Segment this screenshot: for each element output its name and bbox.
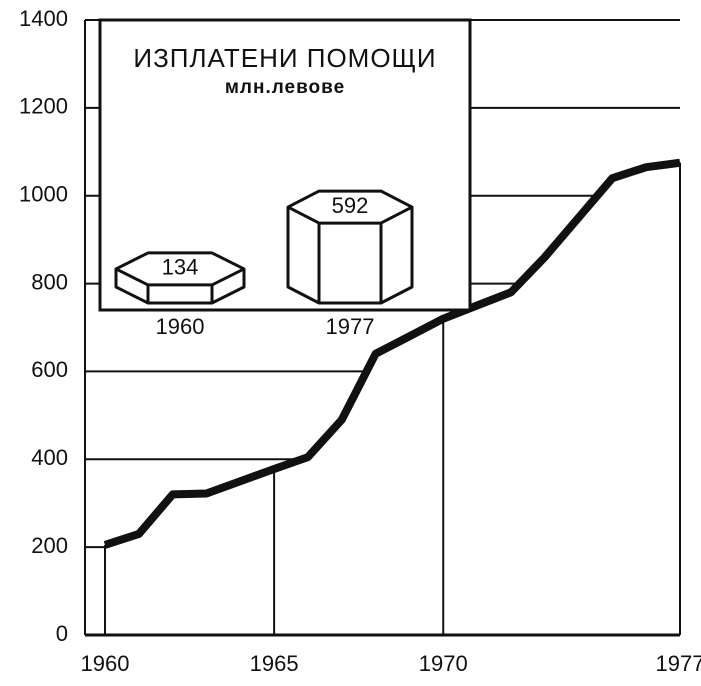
y-tick-label: 1000 — [19, 182, 68, 207]
category-label: 1960 — [156, 314, 205, 339]
x-tick-label: 1960 — [81, 651, 130, 676]
x-tick-label: 1977 — [656, 651, 701, 676]
y-tick-label: 0 — [56, 621, 68, 646]
y-tick-label: 1400 — [19, 6, 68, 31]
inset-title: ИЗПЛАТЕНИ ПОМОЩИ — [133, 43, 436, 73]
main-chart: 0 200 400 600 800 1000 1200 1400 1960 1965 1970 197… — [19, 6, 701, 676]
inset-chart: ИЗПЛАТЕНИ ПОМОЩИ млн.левове 134 1960 592 19… — [98, 18, 472, 339]
prism-bar — [114, 251, 246, 305]
x-tick-label: 1970 — [419, 651, 468, 676]
y-tick-label: 400 — [31, 445, 68, 470]
data-line — [103, 158, 681, 549]
bar-value-label: 592 — [332, 193, 369, 218]
category-label: 1977 — [326, 314, 375, 339]
y-tick-label: 800 — [31, 269, 68, 294]
x-tick-label: 1965 — [250, 651, 299, 676]
y-tick-label: 200 — [31, 533, 68, 558]
prism-bar — [286, 189, 414, 305]
area-mask — [105, 162, 680, 635]
inset-subtitle: млн.левове — [225, 77, 345, 98]
y-tick-label: 600 — [31, 357, 68, 382]
bar-value-label: 134 — [162, 255, 199, 280]
y-tick-label: 1200 — [19, 94, 68, 119]
